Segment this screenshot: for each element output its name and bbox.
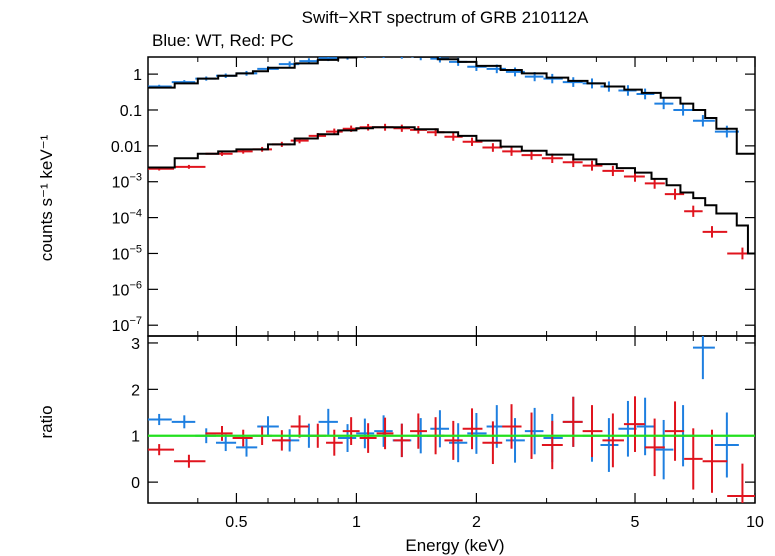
series-pc-point [174, 164, 206, 169]
y-axis-label-spectrum: counts s⁻¹ keV⁻¹ [37, 134, 56, 261]
ratio-series-pc-point [148, 444, 175, 456]
series-pc-point [664, 188, 685, 200]
series-wt-point [692, 115, 715, 127]
ratio-series-wt-point [449, 423, 468, 463]
ratio-series-wt-point [374, 415, 393, 447]
ratio-series-pc-point [582, 405, 603, 458]
ratio-series-pc-point [393, 423, 411, 458]
series-wt-point [654, 98, 674, 110]
series-wt-point [636, 88, 655, 100]
model-step-line-2 [148, 57, 755, 155]
ratio-series-wt-point [600, 418, 619, 472]
y-tick-label: 10−5 [112, 243, 142, 263]
series-pc-point [602, 165, 624, 177]
x-tick-label: 0.5 [225, 514, 247, 531]
series-wt-point [400, 57, 403, 59]
ratio-series-wt-point [356, 418, 375, 449]
ratio-series-wt-point [467, 413, 487, 454]
ratio-series-pc-point [444, 420, 463, 460]
ratio-series-pc-point [174, 454, 206, 468]
y-tick-label: 1 [133, 67, 142, 84]
ratio-series-wt-point [318, 408, 338, 435]
ratio-series-wt-point [692, 336, 715, 380]
series-pc-point [684, 205, 703, 217]
ratio-y-tick-label: 2 [131, 382, 140, 399]
series-wt-point [337, 57, 357, 60]
series-wt-point [562, 77, 583, 87]
ratio-series-wt-point [148, 413, 172, 426]
y-tick-label: 10−6 [112, 279, 142, 299]
y-tick-label: 10−7 [112, 315, 142, 335]
series-pc-point [702, 226, 728, 238]
series-pc-point [521, 150, 542, 160]
ratio-series-pc-point [205, 425, 233, 441]
ratio-series-wt-point [215, 434, 237, 452]
chart-subtitle: Blue: WT, Red: PC [152, 31, 294, 50]
ratio-series-pc-point [271, 430, 291, 451]
x-axis-label: Energy (keV) [405, 536, 504, 555]
ratio-series-pc-point [727, 463, 755, 503]
ratio-series-pc-point [541, 420, 563, 470]
x-tick-label: 5 [631, 514, 640, 531]
ratio-series-pc-point [290, 415, 309, 438]
ratio-y-tick-label: 3 [131, 336, 140, 353]
ratio-series-wt-point [524, 407, 544, 455]
ratio-series-pc-point [664, 401, 685, 461]
ratio-series-pc-point [623, 396, 645, 452]
series-wt-point [363, 57, 366, 59]
ratio-series-pc-point [326, 429, 343, 456]
y-tick-label: 0.01 [111, 139, 142, 156]
ratio-series-wt-point [171, 415, 196, 429]
ratio-series-wt-point [636, 397, 655, 456]
ratio-series-wt-point [618, 400, 637, 457]
y-tick-label: 0.1 [120, 103, 142, 120]
series-pc-point [582, 160, 603, 171]
ratio-series-pc-point [342, 417, 360, 446]
ratio-series-pc-point [410, 413, 427, 449]
ratio-series-pc-point [502, 404, 522, 449]
ratio-panel: 0.5 1 2 5 10 0 1 2 3 [131, 335, 764, 531]
series-wt-point [543, 73, 563, 84]
series-wt-point [673, 104, 693, 116]
ratio-series-wt-point [654, 419, 674, 480]
ratio-plot-area [148, 336, 755, 503]
ratio-series-wt-point [505, 418, 525, 463]
ratio-series-pc-point [702, 429, 728, 493]
ratio-y-tick-label: 1 [131, 429, 140, 446]
ratio-series-pc-point [644, 418, 665, 477]
ratio-series-pc-point [602, 413, 624, 468]
spectrum-panel: 1 0.1 0.01 10−3 10−4 10−5 10−6 10−7 [111, 56, 756, 337]
ratio-series-pc-point [684, 428, 703, 490]
series-wt-point [411, 57, 431, 61]
ratio-series-pc-point [462, 408, 483, 450]
x-tick-label: 2 [472, 514, 481, 531]
ratio-series-pc-point [376, 417, 394, 450]
y-tick-label: 10−3 [112, 172, 142, 192]
ratio-series-pc-point [359, 423, 377, 453]
chart-title: Swift−XRT spectrum of GRB 210112A [302, 8, 589, 27]
series-wt-point [714, 125, 739, 138]
series-pc-point [482, 143, 503, 152]
series-pc-point [502, 146, 522, 156]
ratio-y-tick-label: 0 [131, 475, 140, 492]
ratio-series-pc-point [482, 421, 503, 465]
ratio-series-wt-point [430, 410, 450, 448]
spectrum-plot-area [148, 57, 755, 260]
ratio-series-wt-point [236, 438, 258, 457]
x-tick-label: 10 [746, 514, 764, 531]
y-tick-label: 10−4 [112, 208, 142, 228]
ratio-series-wt-point [714, 412, 739, 478]
ratio-series-pc-point [562, 396, 583, 447]
y-axis-label-ratio: ratio [37, 405, 56, 438]
ratio-series-wt-point [337, 424, 357, 452]
ratio-series-wt-point [257, 416, 279, 437]
ratio-series-pc-point [232, 429, 253, 447]
series-pc-point [462, 137, 483, 146]
model-step-line-3 [148, 126, 755, 255]
x-tick-label: 1 [352, 514, 361, 531]
